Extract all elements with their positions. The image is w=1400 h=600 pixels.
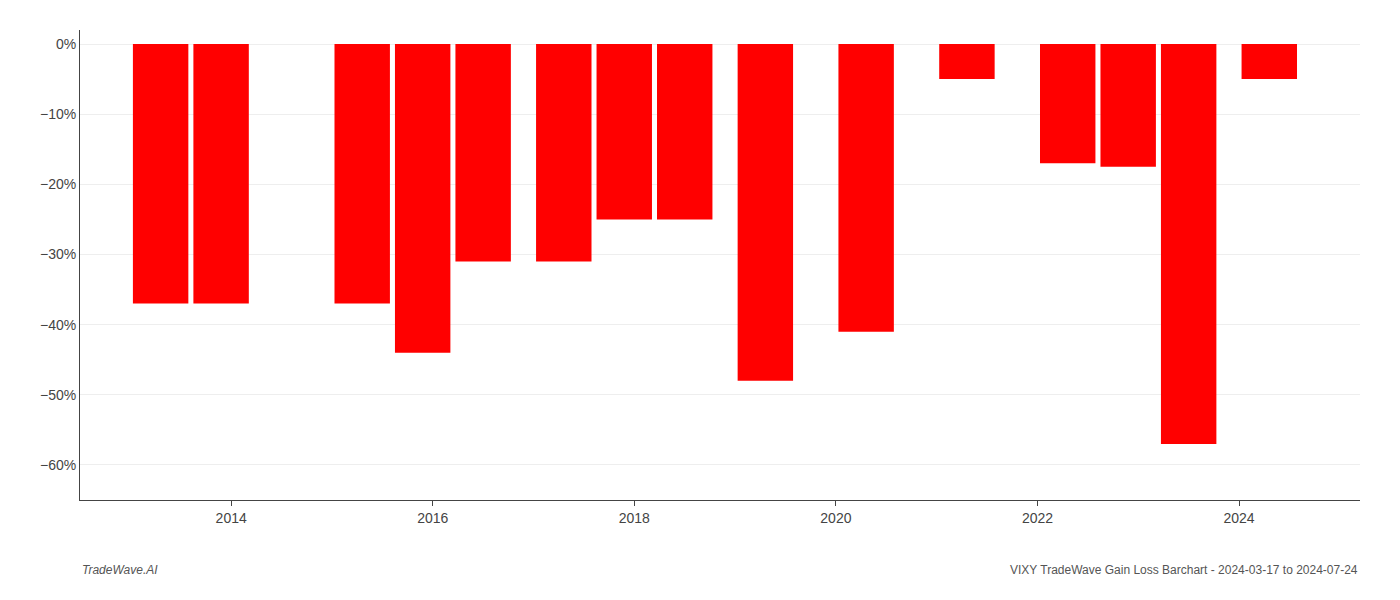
svg-text:−20%: −20% — [40, 176, 76, 192]
svg-text:VIXY TradeWave Gain Loss Barch: VIXY TradeWave Gain Loss Barchart - 2024… — [1010, 563, 1358, 577]
svg-text:2024: 2024 — [1223, 510, 1254, 526]
svg-text:−30%: −30% — [40, 246, 76, 262]
svg-text:2018: 2018 — [619, 510, 650, 526]
svg-text:2020: 2020 — [820, 510, 851, 526]
svg-text:2022: 2022 — [1022, 510, 1053, 526]
svg-text:0%: 0% — [56, 36, 76, 52]
svg-text:−10%: −10% — [40, 106, 76, 122]
svg-text:2016: 2016 — [417, 510, 448, 526]
svg-text:−60%: −60% — [40, 457, 76, 473]
svg-text:−40%: −40% — [40, 317, 76, 333]
svg-text:2014: 2014 — [216, 510, 247, 526]
svg-text:−50%: −50% — [40, 387, 76, 403]
svg-text:TradeWave.AI: TradeWave.AI — [82, 563, 158, 577]
